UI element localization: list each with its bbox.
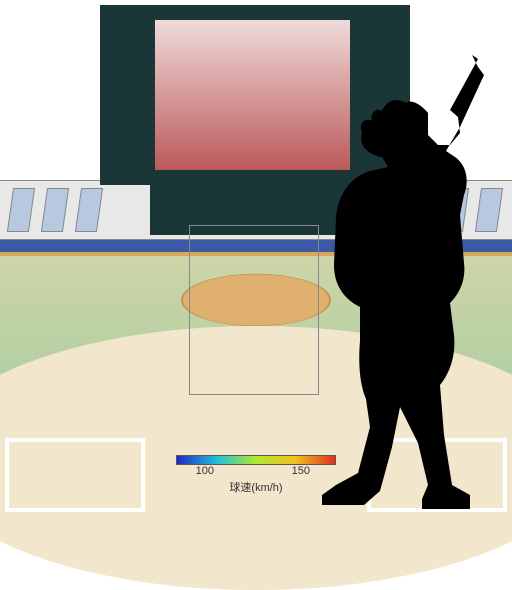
batter-box-left <box>5 438 145 512</box>
colorbar-gradient <box>176 455 336 465</box>
colorbar-ticks: 100 150 <box>176 465 336 479</box>
colorbar-label: 球速(km/h) <box>176 479 336 495</box>
colorbar-tick: 100 <box>196 465 214 477</box>
velocity-colorbar: 100 150 球速(km/h) <box>176 455 336 495</box>
pitch-chart: 100 150 球速(km/h) <box>0 0 512 512</box>
colorbar-tick: 150 <box>292 465 310 477</box>
batter-silhouette <box>300 55 512 510</box>
